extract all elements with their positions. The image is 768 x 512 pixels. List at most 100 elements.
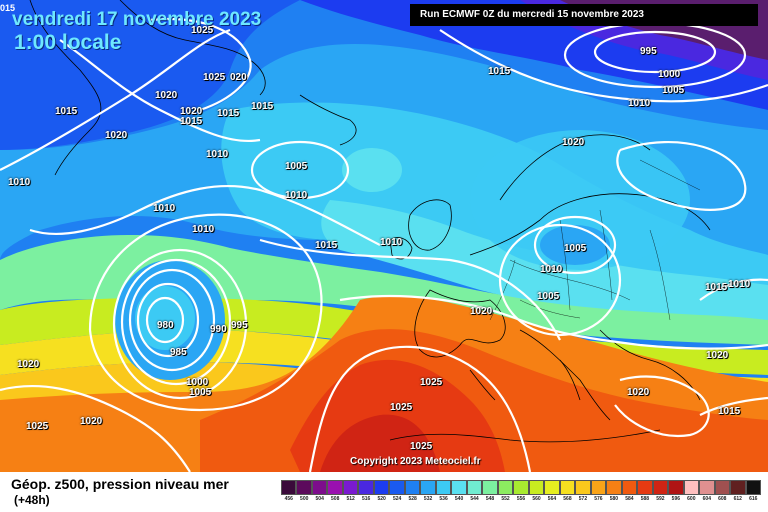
scale-swatch bbox=[435, 480, 452, 495]
isobar-value-label: 990 bbox=[210, 324, 227, 335]
scale-value: 540 bbox=[454, 496, 464, 502]
scale-swatch bbox=[513, 480, 529, 495]
scale-value: 588 bbox=[640, 496, 650, 502]
isobar-value-label: 1015 bbox=[488, 66, 511, 77]
isobar-value-label: 1010 bbox=[285, 190, 308, 201]
scale-step: 604 bbox=[699, 480, 715, 505]
isobar-value-label: 1020 bbox=[155, 90, 178, 101]
country-borders bbox=[489, 159, 701, 321]
scale-step: 504 bbox=[311, 480, 328, 505]
scale-swatch bbox=[296, 480, 312, 495]
forecast-date: vendredi 17 novembre 2023 bbox=[12, 9, 262, 30]
scale-swatch bbox=[358, 480, 374, 495]
isobar-value-label: 1015 bbox=[718, 406, 741, 417]
scale-step: 532 bbox=[420, 480, 436, 505]
scale-value: 528 bbox=[408, 496, 417, 502]
isobar-value-label: 1010 bbox=[380, 237, 403, 248]
isobar-value-label: 1015 bbox=[217, 108, 240, 119]
scale-value: 576 bbox=[594, 496, 603, 502]
isobar-value-label: 1020 bbox=[17, 359, 40, 370]
isobar-value-label: 1005 bbox=[662, 85, 685, 96]
scale-value: 548 bbox=[485, 496, 495, 502]
isobar-value-label: 1010 bbox=[153, 203, 176, 214]
scale-value: 568 bbox=[563, 496, 572, 502]
corner-isobar-label: 015 bbox=[0, 3, 16, 13]
blue-low-europe bbox=[540, 225, 610, 265]
isobar-value-label: 985 bbox=[170, 347, 187, 358]
scale-swatch bbox=[544, 480, 560, 495]
scale-value: 560 bbox=[532, 496, 541, 502]
z500-band-west-dark bbox=[0, 0, 300, 150]
scale-step: 608 bbox=[714, 480, 731, 505]
scale-value: 552 bbox=[501, 496, 510, 502]
scale-step: 584 bbox=[621, 480, 638, 505]
scale-swatch bbox=[590, 480, 607, 495]
scale-step: 524 bbox=[389, 480, 405, 505]
scale-step: 576 bbox=[590, 480, 607, 505]
scale-value: 584 bbox=[625, 496, 634, 502]
scale-swatch bbox=[404, 480, 421, 495]
scale-step: 596 bbox=[668, 480, 684, 505]
scale-value: 544 bbox=[470, 496, 479, 502]
scale-value: 564 bbox=[547, 496, 557, 502]
scale-swatch bbox=[327, 480, 343, 495]
scale-swatch bbox=[311, 480, 328, 495]
isobar-value-label: 1015 bbox=[705, 282, 728, 293]
isobar-value-label: 1020 bbox=[105, 130, 128, 141]
isobar-value-label: 1020 bbox=[706, 350, 729, 361]
scale-value: 532 bbox=[423, 496, 433, 502]
isobar-value-label: 1000 bbox=[658, 69, 681, 80]
isobar-value-label: 1020 bbox=[180, 106, 203, 117]
isobar-value-label: 020 bbox=[230, 72, 247, 83]
scale-step: 612 bbox=[730, 480, 746, 505]
scale-step: 552 bbox=[497, 480, 514, 505]
scale-value: 504 bbox=[315, 496, 324, 502]
scale-swatch bbox=[559, 480, 576, 495]
scale-swatch bbox=[497, 480, 514, 495]
isobar-value-label: 1010 bbox=[192, 224, 215, 235]
scale-value: 580 bbox=[609, 496, 619, 502]
scale-swatch bbox=[714, 480, 731, 495]
scale-swatch bbox=[699, 480, 715, 495]
isobar-value-label: 1020 bbox=[80, 416, 103, 427]
isobar-value-label: 1015 bbox=[315, 240, 338, 251]
scale-value: 596 bbox=[671, 496, 681, 502]
scale-step: 544 bbox=[466, 480, 483, 505]
scale-step: 616 bbox=[745, 480, 762, 505]
scale-step: 536 bbox=[435, 480, 452, 505]
isobar-value-label: 1025 bbox=[191, 25, 214, 36]
scale-swatch bbox=[575, 480, 591, 495]
isobar-value-label: 1005 bbox=[537, 291, 560, 302]
scale-value: 508 bbox=[331, 496, 340, 502]
scale-swatch bbox=[652, 480, 669, 495]
isobar-value-label: 1005 bbox=[285, 161, 308, 172]
isobar-value-label: 995 bbox=[231, 320, 248, 331]
isobar-value-label: 1025 bbox=[26, 421, 49, 432]
scale-step: 520 bbox=[373, 480, 390, 505]
scale-step: 456 bbox=[281, 480, 297, 505]
scale-step: 528 bbox=[404, 480, 421, 505]
scale-step: 564 bbox=[544, 480, 560, 505]
isobar-value-label: 995 bbox=[640, 46, 657, 57]
scale-swatch bbox=[281, 480, 297, 495]
scale-swatch bbox=[451, 480, 467, 495]
scale-value: 592 bbox=[656, 496, 665, 502]
color-scale: 456 500 504 508 512 516 520 524 528 532 536 540 544 5… bbox=[281, 480, 762, 505]
scale-value: 512 bbox=[346, 496, 355, 502]
isobar-value-label: 1010 bbox=[206, 149, 229, 160]
scale-swatch bbox=[342, 480, 359, 495]
scale-value: 556 bbox=[516, 496, 526, 502]
z500-band-deep-red bbox=[320, 414, 440, 472]
scale-swatch bbox=[482, 480, 498, 495]
scale-swatch bbox=[745, 480, 762, 495]
isobar-value-label: 1020 bbox=[470, 306, 493, 317]
scale-value: 600 bbox=[687, 496, 696, 502]
scale-swatch bbox=[637, 480, 653, 495]
scale-step: 592 bbox=[652, 480, 669, 505]
scale-swatch bbox=[683, 480, 700, 495]
scale-step: 540 bbox=[451, 480, 467, 505]
isobar-value-label: 1010 bbox=[628, 98, 651, 109]
isobar-value-label: 1025 bbox=[420, 377, 443, 388]
isobar-value-label: 1015 bbox=[180, 116, 203, 127]
scale-swatch bbox=[466, 480, 483, 495]
